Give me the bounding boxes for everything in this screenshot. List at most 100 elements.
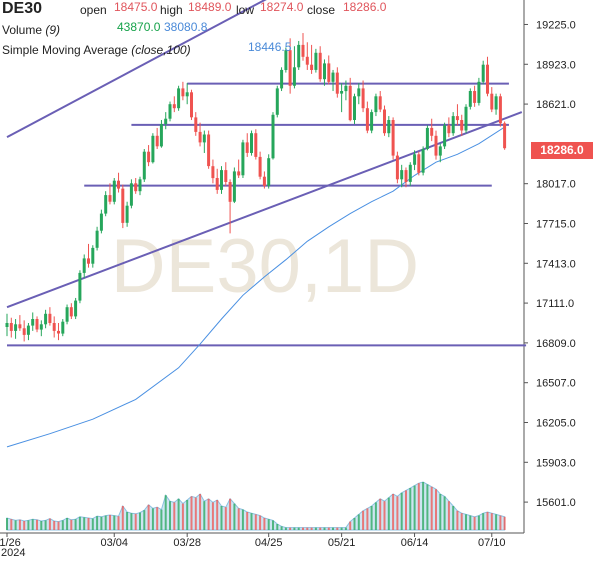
volume-bar [199, 494, 202, 530]
candle-body [69, 307, 73, 317]
volume-bar [229, 498, 232, 530]
volume-bar [306, 527, 309, 530]
volume-bar [6, 518, 8, 530]
candle-body [177, 88, 181, 109]
candle-body [95, 230, 99, 248]
trendline[interactable] [6, 0, 505, 139]
volume-bar [27, 520, 30, 530]
volume-bar [220, 506, 223, 530]
candle-body [468, 91, 472, 107]
candle-body [99, 213, 103, 231]
volume-bar [379, 498, 382, 530]
volume-bar [216, 500, 219, 530]
volume-bar [452, 506, 455, 530]
volume-bar [280, 526, 283, 530]
volume-bar [100, 516, 103, 530]
volume-bar [456, 510, 459, 530]
volume-bar [117, 516, 120, 530]
volume-bar [48, 518, 51, 530]
volume-bar [349, 521, 352, 530]
y-tick-label: 16507.0 [536, 378, 576, 390]
candle-body [443, 125, 447, 147]
volume-bar [181, 503, 184, 530]
candle-body [378, 96, 382, 110]
volume-bar [164, 495, 167, 530]
volume-bar [289, 527, 292, 530]
candle-body [181, 88, 185, 97]
volume-bar [426, 484, 429, 530]
volume-bar [113, 515, 116, 530]
open-value: 18475.0 [114, 0, 158, 14]
candle-body [387, 120, 391, 134]
sma-group [6, 126, 505, 448]
volume-bar [319, 527, 322, 530]
low-label: low [236, 3, 255, 17]
volume-bar [447, 501, 450, 530]
volume-bar [486, 512, 489, 530]
volume-bar [96, 516, 99, 530]
candle-body [138, 179, 142, 192]
candle-body [447, 125, 451, 134]
candle-body [172, 104, 176, 109]
axis-labels-group: 19225.0 18923.0 18621.0 18017.0 17715.0 17413… [0, 19, 576, 559]
volume-bar [357, 514, 360, 530]
close-label: close [307, 3, 336, 17]
volume-bar [254, 514, 257, 530]
candle-body [314, 52, 318, 70]
candle-body [357, 88, 361, 97]
y-tick-label: 16809.0 [536, 338, 576, 350]
volume-bar [74, 519, 77, 530]
high-value: 18489.0 [188, 0, 232, 14]
volume-bar [430, 486, 433, 530]
volume-bar [31, 519, 34, 530]
volume-bar [160, 509, 163, 530]
volume-value-2: 38080.8 [164, 20, 208, 34]
candle-body [353, 96, 356, 120]
candle-body [44, 313, 48, 325]
candle-body [198, 131, 202, 143]
volume-bar [87, 518, 90, 530]
y-tick-label: 16205.0 [536, 417, 576, 429]
volume-bar [263, 518, 266, 530]
year-label: 2024 [1, 547, 25, 557]
volume-bar [482, 513, 485, 530]
candle-body [284, 50, 288, 70]
candle-body [241, 142, 245, 176]
volume-bar [147, 504, 150, 530]
volume-bar [400, 492, 403, 530]
volume-bar [495, 514, 498, 530]
y-tick-label: 18621.0 [536, 99, 576, 111]
candle-body [421, 149, 425, 173]
candle-body [121, 188, 125, 223]
candle-body [164, 118, 168, 124]
candle-body [498, 96, 502, 124]
candle-body [190, 92, 193, 118]
candle-body [271, 114, 275, 159]
volume-bar [362, 510, 365, 530]
candle-body [202, 134, 206, 143]
volume-bar [207, 498, 210, 530]
candle-body [26, 325, 30, 335]
candle-body [31, 319, 35, 326]
volume-bar [36, 519, 38, 530]
y-tick-label: 18923.0 [536, 59, 576, 71]
volume-bar [143, 510, 146, 530]
candle-body [318, 52, 322, 80]
volume-bar [314, 527, 317, 530]
candle-body [344, 85, 348, 92]
candle-body [404, 170, 408, 182]
y-tick-label: 15903.0 [536, 457, 576, 469]
volume-bar [310, 527, 313, 530]
candle-body [9, 323, 13, 331]
volume-bar [413, 485, 416, 530]
candles-group [5, 33, 507, 342]
volume-bar [186, 500, 189, 530]
volume-bar [121, 506, 124, 530]
candle-body [211, 166, 215, 179]
sma-value: 18446.5 [248, 40, 292, 54]
volume-area-group [6, 481, 506, 531]
candle-body [417, 154, 421, 173]
sma-label: Simple Moving Average [2, 43, 128, 57]
